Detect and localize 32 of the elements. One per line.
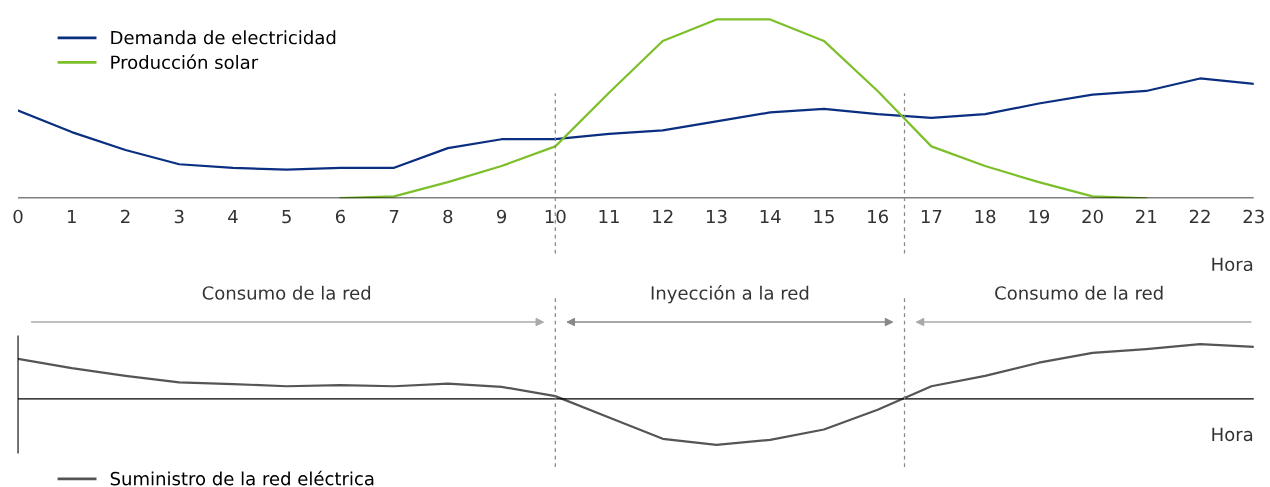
x-tick-label: 9 [496,209,507,224]
x-tick-label: 5 [282,209,291,224]
x-tick-label: 22 [1189,209,1210,224]
x-tick-label: 20 [1082,209,1103,224]
x-tick-label: 1 [68,209,76,224]
x-tick-label: 7 [389,209,399,224]
text: Consumo de la red [995,285,1163,300]
x-tick-label: 2 [121,209,130,224]
x-tick-label: 19 [1029,209,1050,224]
x-tick-label: 12 [653,209,673,224]
x-tick-label: 6 [335,209,345,224]
x-tick-label: 16 [868,209,889,224]
x-tick-label: 18 [975,209,996,224]
legend-label: Producción solar [111,54,259,70]
x-tick-label: 14 [760,209,781,224]
legend-label: Suministro de la red eléctrica [110,470,374,486]
x-tick-label: 15 [814,209,834,224]
x-tick-label: 4 [228,209,238,224]
x-tick-label: 11 [599,209,619,224]
x-tick-label: 21 [1136,209,1157,224]
x-tick-label: 23 [1243,209,1264,224]
x-axis-title: Hora [1212,427,1253,442]
legend-label: Demanda de electricidad [111,30,336,45]
x-tick-label: 3 [174,209,184,224]
x-tick-label: 10 [545,209,566,224]
x-tick-label: 17 [921,209,942,224]
x-tick-label: 8 [443,209,453,224]
x-axis-title: Hora [1212,257,1253,272]
text: Consumo de la red [202,285,371,300]
x-tick-label: 13 [706,209,727,224]
x-tick-label: 0 [13,209,23,224]
text: Inyección a la red [651,285,809,304]
